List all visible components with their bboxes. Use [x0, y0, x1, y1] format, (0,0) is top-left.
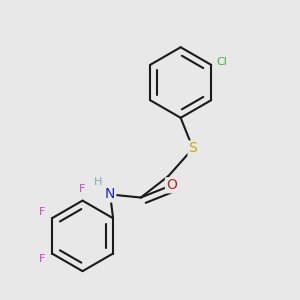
- Text: O: O: [166, 178, 177, 192]
- Text: F: F: [39, 207, 45, 218]
- Text: H: H: [94, 177, 102, 187]
- Text: S: S: [189, 142, 197, 155]
- Text: F: F: [39, 254, 45, 264]
- Text: F: F: [79, 184, 86, 194]
- Text: N: N: [105, 188, 115, 202]
- Text: Cl: Cl: [217, 57, 227, 68]
